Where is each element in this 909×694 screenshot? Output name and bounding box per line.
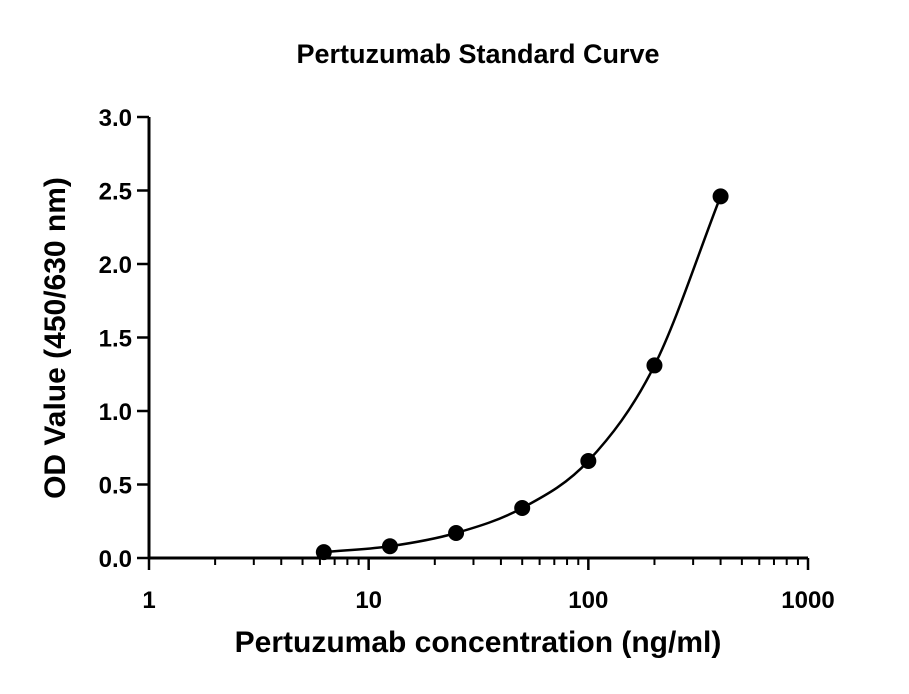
y-tick-label: 0.0 [99,546,132,573]
y-axis-label: OD Value (450/630 nm) [39,177,72,499]
y-tick-label: 1.0 [99,399,132,426]
y-tick-label: 0.5 [99,473,132,500]
data-point [712,188,729,205]
chart-title: Pertuzumab Standard Curve [296,39,659,69]
y-tick-label: 1.5 [99,326,132,353]
data-point [315,544,332,561]
y-tick-label: 2.5 [99,179,132,206]
data-point [514,500,531,517]
data-point [381,538,398,555]
x-tick-label: 100 [568,587,608,614]
fit-curve [323,195,722,554]
x-tick-label: 1 [142,587,155,614]
data-points [315,188,729,561]
data-point [448,525,465,542]
x-axis-label: Pertuzumab concentration (ng/ml) [235,626,722,659]
x-axis: 1 10 100 1000 [142,556,835,614]
x-tick-label: 1000 [781,587,834,614]
data-point [580,452,597,469]
y-tick-label: 2.0 [99,252,132,279]
x-tick-label: 10 [355,587,382,614]
data-point [646,357,663,374]
y-axis: 0.0 0.5 1.0 1.5 2.0 2.5 3.0 [99,105,151,573]
y-tick-label: 3.0 [99,105,132,132]
